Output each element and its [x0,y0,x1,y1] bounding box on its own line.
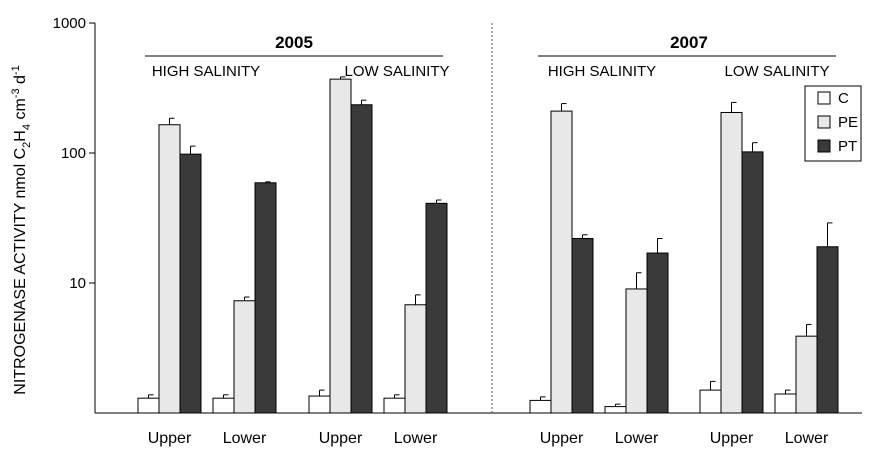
salinity-label: LOW SALINITY [344,63,449,80]
group-label: Lower [223,430,267,447]
bar [404,304,427,414]
legend-swatch [817,91,831,105]
legend-swatch [817,139,831,153]
bar [425,202,448,414]
svg-text:NITROGENASE ACTIVITY nmol C2H4: NITROGENASE ACTIVITY nmol C2H4 cm-3 d-1 [10,65,33,394]
legend-swatch [817,115,831,129]
ylabel-d: d [12,75,29,88]
bar [741,151,764,414]
ylabel-h: H [12,130,29,142]
bar [233,300,256,414]
group-label: Lower [615,430,659,447]
salinity-label: HIGH SALINITY [152,63,260,80]
bar [625,288,648,414]
bar [774,393,797,414]
plot-area: 10 100 1000 2005 HIGH SALINITY LOW SALINITY Up… [53,15,862,447]
group-label: Lower [394,430,438,447]
bar [137,397,160,414]
bar [604,406,627,414]
group-label: Lower [785,430,829,447]
bar [720,111,743,414]
y-tick-label: 100 [61,145,86,162]
legend-label: PT [838,138,857,155]
legend-label: C [838,90,849,107]
bar [646,252,669,414]
bar [308,395,331,414]
y-tick-label: 10 [69,275,86,292]
bar [795,335,818,414]
panel-year: 2007 [670,33,708,52]
salinity-label: HIGH SALINITY [548,63,656,80]
ylabel-cm: cm [12,98,29,124]
bar [350,104,373,414]
bar [571,237,594,414]
bar [699,389,722,414]
bar [383,397,406,414]
y-axis-label: NITROGENASE ACTIVITY nmol C2H4 cm-3 d-1 [10,65,33,394]
ylabel-sup2: -1 [10,65,22,75]
bar [254,182,277,414]
ylabel-sub1: 2 [21,142,33,148]
bar [179,153,202,414]
group-label: Upper [710,430,754,447]
ylabel-sub2: 4 [21,124,33,130]
bar [329,78,352,414]
group-label: Upper [319,430,363,447]
ylabel-main: NITROGENASE ACTIVITY nmol C [12,148,29,395]
salinity-label: LOW SALINITY [724,63,829,80]
ylabel-sup1: -3 [10,88,22,98]
group-label: Upper [540,430,584,447]
legend-box [804,85,862,162]
bar [529,399,552,414]
y-tick-label: 1000 [53,15,86,32]
bar [212,397,235,414]
bar [550,110,573,414]
panel-year: 2005 [275,33,313,52]
bar [816,246,839,414]
legend-label: PE [838,114,858,131]
bar [158,124,181,414]
group-label: Upper [148,430,192,447]
